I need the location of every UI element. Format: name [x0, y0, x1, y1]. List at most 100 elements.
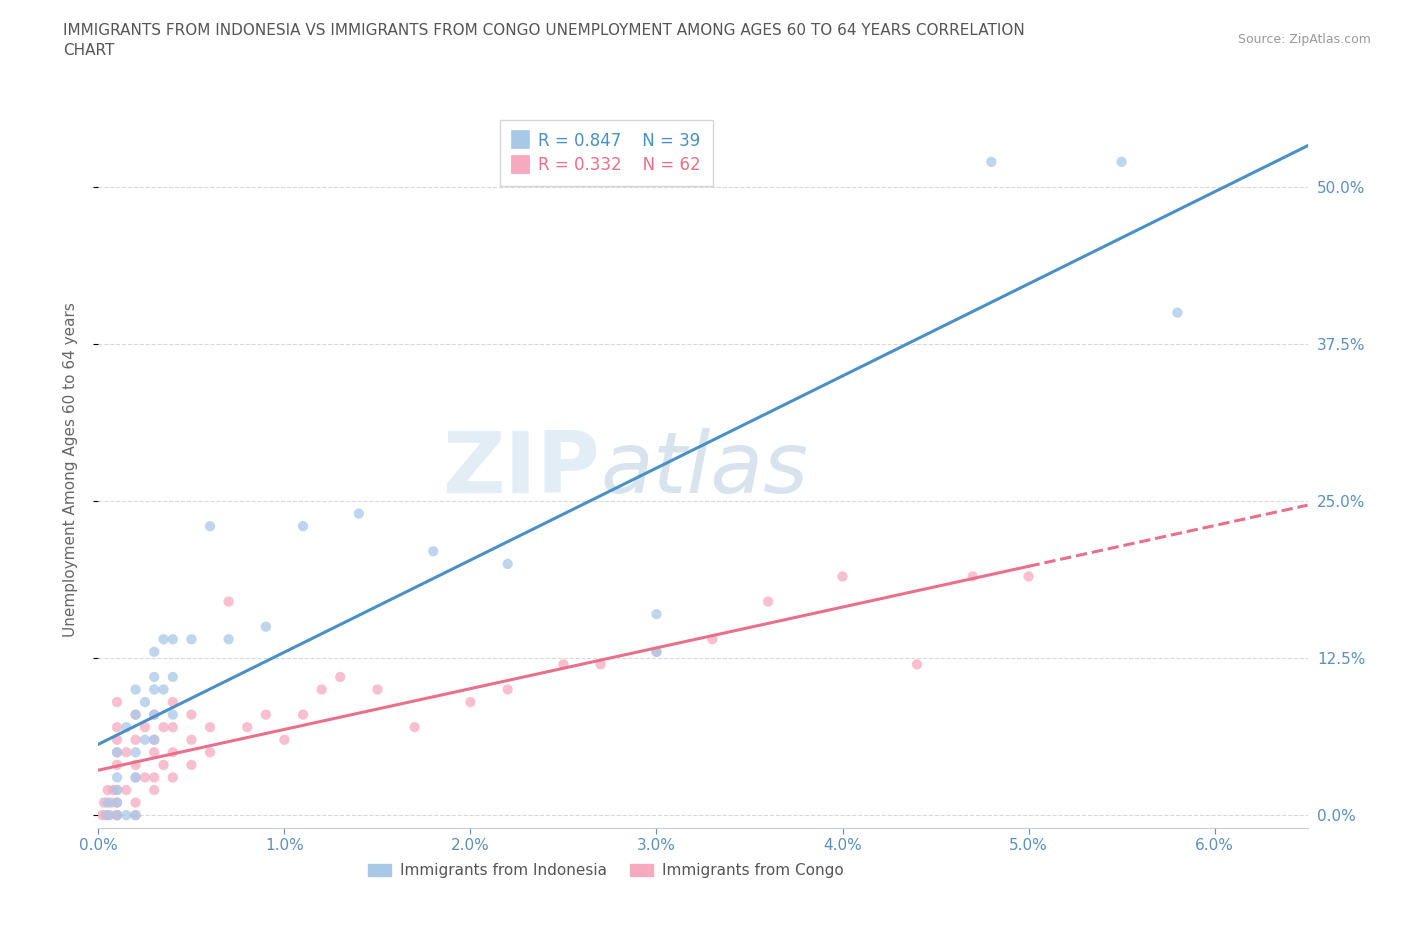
Point: [589, 657, 612, 671]
Point: [143, 707, 166, 722]
Point: [152, 682, 174, 697]
Point: [311, 682, 333, 697]
Point: [329, 670, 352, 684]
Point: [105, 695, 128, 710]
Point: [162, 745, 184, 760]
Point: [553, 657, 575, 671]
Point: [134, 720, 156, 735]
Point: [143, 707, 166, 722]
Point: [198, 720, 221, 735]
Point: [105, 720, 128, 735]
Point: [105, 745, 128, 760]
Point: [143, 644, 166, 659]
Point: [162, 631, 184, 646]
Point: [962, 569, 984, 584]
Point: [162, 670, 184, 684]
Point: [422, 544, 444, 559]
Legend: Immigrants from Indonesia, Immigrants from Congo: Immigrants from Indonesia, Immigrants fr…: [363, 857, 851, 884]
Point: [100, 795, 122, 810]
Point: [143, 732, 166, 747]
Point: [124, 745, 146, 760]
Point: [124, 807, 146, 822]
Point: [143, 682, 166, 697]
Point: [1111, 154, 1133, 169]
Point: [124, 682, 146, 697]
Point: [404, 720, 426, 735]
Point: [143, 745, 166, 760]
Point: [91, 807, 114, 822]
Point: [1018, 569, 1040, 584]
Point: [105, 795, 128, 810]
Point: [134, 732, 156, 747]
Text: Source: ZipAtlas.com: Source: ZipAtlas.com: [1237, 33, 1371, 46]
Point: [218, 631, 240, 646]
Point: [94, 807, 117, 822]
Point: [105, 795, 128, 810]
Point: [103, 782, 125, 797]
Point: [124, 707, 146, 722]
Point: [124, 770, 146, 785]
Point: [115, 807, 138, 822]
Point: [143, 770, 166, 785]
Point: [124, 757, 146, 772]
Point: [645, 644, 668, 659]
Point: [105, 807, 128, 822]
Point: [115, 782, 138, 797]
Point: [980, 154, 1002, 169]
Point: [180, 707, 202, 722]
Point: [98, 807, 121, 822]
Point: [97, 795, 120, 810]
Point: [496, 682, 519, 697]
Point: [905, 657, 928, 671]
Point: [143, 732, 166, 747]
Point: [124, 732, 146, 747]
Point: [124, 795, 146, 810]
Point: [124, 770, 146, 785]
Point: [645, 644, 668, 659]
Y-axis label: Unemployment Among Ages 60 to 64 years: Unemployment Among Ages 60 to 64 years: [63, 302, 77, 637]
Point: [105, 770, 128, 785]
Point: [831, 569, 853, 584]
Point: [198, 745, 221, 760]
Point: [162, 770, 184, 785]
Point: [162, 707, 184, 722]
Point: [273, 732, 295, 747]
Point: [97, 807, 120, 822]
Point: [496, 556, 519, 571]
Point: [292, 707, 315, 722]
Point: [254, 707, 277, 722]
Point: [236, 720, 259, 735]
Point: [115, 720, 138, 735]
Point: [702, 631, 724, 646]
Point: [105, 807, 128, 822]
Point: [292, 519, 315, 534]
Point: [134, 695, 156, 710]
Text: IMMIGRANTS FROM INDONESIA VS IMMIGRANTS FROM CONGO UNEMPLOYMENT AMONG AGES 60 TO: IMMIGRANTS FROM INDONESIA VS IMMIGRANTS …: [63, 23, 1025, 58]
Point: [143, 670, 166, 684]
Point: [645, 606, 668, 621]
Point: [366, 682, 388, 697]
Point: [105, 732, 128, 747]
Point: [134, 770, 156, 785]
Point: [124, 807, 146, 822]
Point: [460, 695, 482, 710]
Point: [756, 594, 779, 609]
Point: [162, 720, 184, 735]
Point: [162, 695, 184, 710]
Point: [152, 631, 174, 646]
Point: [105, 807, 128, 822]
Text: ZIP: ZIP: [443, 428, 600, 512]
Point: [180, 732, 202, 747]
Text: atlas: atlas: [600, 428, 808, 512]
Point: [115, 745, 138, 760]
Point: [218, 594, 240, 609]
Point: [105, 745, 128, 760]
Point: [124, 707, 146, 722]
Point: [254, 619, 277, 634]
Point: [143, 782, 166, 797]
Point: [152, 757, 174, 772]
Point: [180, 631, 202, 646]
Point: [347, 506, 370, 521]
Point: [93, 795, 115, 810]
Point: [105, 782, 128, 797]
